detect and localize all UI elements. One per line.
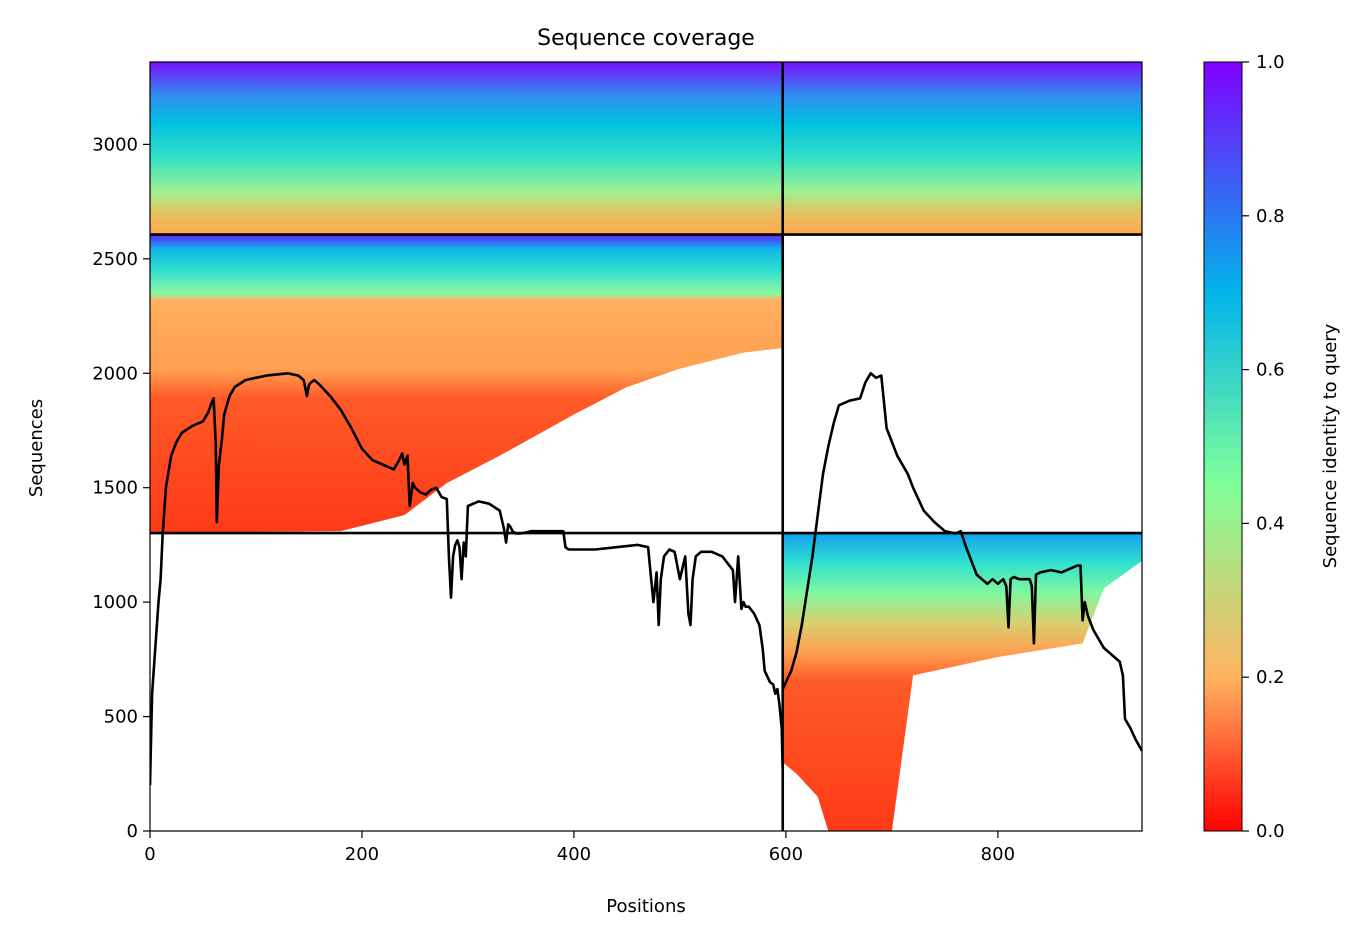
- y-tick-label: 2000: [92, 363, 138, 384]
- x-tick-label: 200: [345, 844, 379, 865]
- y-axis: 0 500 1000 1500 2000 2500 3000: [92, 134, 150, 842]
- colorbar-tick-label: 0.6: [1256, 360, 1285, 381]
- colorbar-tick-label: 0.4: [1256, 513, 1285, 534]
- colorbar-tick-label: 0.8: [1256, 206, 1285, 227]
- y-tick-label: 0: [127, 821, 138, 842]
- chart-title: Sequence coverage: [537, 26, 755, 51]
- x-tick-label: 400: [557, 844, 591, 865]
- y-tick-label: 500: [104, 707, 138, 728]
- block-paired-chain-b: [782, 62, 1142, 235]
- x-axis: 0 200 400 600 800: [144, 831, 1015, 865]
- colorbar-gradient: [1203, 61, 1243, 832]
- coverage-heatmap: [150, 62, 1142, 831]
- x-tick-label: 800: [981, 844, 1015, 865]
- colorbar-tick-label: 0.0: [1256, 821, 1285, 842]
- chain-divider-lines: [150, 62, 1142, 831]
- x-axis-label: Positions: [606, 896, 685, 917]
- colorbar: 0.0 0.2 0.4 0.6 0.8 1.0 Sequence identity to …: [1203, 52, 1341, 842]
- block-paired-chain-a: [150, 62, 783, 235]
- colorbar-ticks: 0.0 0.2 0.4 0.6 0.8 1.0: [1242, 52, 1285, 842]
- y-tick-label: 3000: [92, 134, 138, 155]
- block-unpaired-chain-b: [782, 533, 1142, 831]
- coverage-line-layer: [150, 372, 1142, 786]
- colorbar-tick-label: 0.2: [1256, 667, 1285, 688]
- y-tick-label: 1500: [92, 478, 138, 499]
- block-unpaired-chain-a: [150, 234, 783, 534]
- x-tick-label: 0: [144, 844, 155, 865]
- colorbar-label: Sequence identity to query: [1320, 323, 1341, 568]
- coverage-line-chain-b: [781, 372, 1142, 752]
- coverage-line-chain-a: [150, 372, 784, 786]
- y-tick-label: 2500: [92, 249, 138, 270]
- colorbar-tick-label: 1.0: [1256, 52, 1285, 73]
- x-tick-label: 600: [769, 844, 803, 865]
- plot-frame: [149, 61, 1143, 832]
- y-tick-label: 1000: [92, 592, 138, 613]
- y-axis-label: Sequences: [26, 399, 47, 497]
